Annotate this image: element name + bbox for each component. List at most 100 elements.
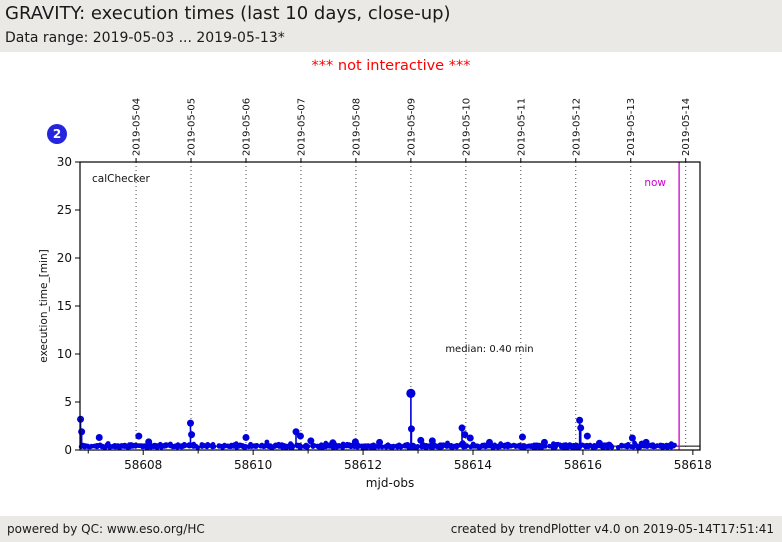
spike-point <box>628 434 636 442</box>
data-point <box>641 443 647 449</box>
x-tick-label: 58616 <box>564 458 602 472</box>
data-point <box>459 441 464 446</box>
data-point <box>145 445 151 451</box>
data-point <box>168 442 174 447</box>
data-point <box>159 444 164 450</box>
x-tick-label: 58610 <box>234 458 272 472</box>
spike-point <box>78 428 86 436</box>
y-tick-label: 25 <box>57 203 72 217</box>
data-point <box>87 444 93 450</box>
not-interactive-banner: *** not interactive *** <box>311 58 471 74</box>
data-point <box>273 443 279 449</box>
data-point <box>423 443 429 448</box>
data-point <box>587 442 593 448</box>
data-point <box>281 443 287 448</box>
data-point <box>376 444 381 450</box>
data-point <box>100 444 105 449</box>
data-point <box>355 442 361 448</box>
x-tick-label: 58608 <box>124 458 162 472</box>
data-point <box>406 443 412 448</box>
spike-point <box>186 419 194 427</box>
data-point <box>210 442 216 447</box>
top-date-label: 2019-05-13 <box>626 98 637 156</box>
top-date-label: 2019-05-04 <box>132 98 143 156</box>
data-point <box>151 443 156 449</box>
top-date-label: 2019-05-07 <box>296 98 307 156</box>
top-date-label: 2019-05-06 <box>241 98 252 156</box>
data-point <box>82 444 88 450</box>
footer-bar: powered by QC: www.eso.org/HC created by… <box>0 516 782 542</box>
data-point <box>557 442 563 448</box>
top-date-label: 2019-05-11 <box>516 98 527 156</box>
data-point <box>454 444 460 450</box>
data-point <box>632 440 637 446</box>
spike-point <box>296 432 304 440</box>
scatter-band <box>78 439 677 451</box>
data-point <box>340 441 346 447</box>
spike-point <box>576 416 584 424</box>
data-point <box>326 442 332 448</box>
data-point <box>623 443 629 449</box>
data-point <box>638 444 643 449</box>
data-point <box>276 443 282 449</box>
header-bar: GRAVITY: execution times (last 10 days, … <box>0 0 782 52</box>
data-point <box>240 443 246 449</box>
data-point <box>140 444 146 450</box>
spike-point <box>461 431 469 439</box>
data-point <box>229 442 234 448</box>
data-point <box>619 443 625 449</box>
data-point <box>534 443 539 448</box>
y-tick-label: 5 <box>64 395 72 409</box>
data-point <box>94 443 100 448</box>
data-point <box>222 443 228 449</box>
x-tick-label: 58614 <box>454 458 492 472</box>
data-point <box>112 443 118 448</box>
spike-point <box>406 388 416 398</box>
data-point <box>348 444 353 449</box>
spike-point <box>95 434 103 442</box>
data-point <box>420 443 426 448</box>
data-point <box>216 443 222 448</box>
data-point <box>597 443 602 449</box>
data-point <box>331 442 337 447</box>
median-label: median: 0.40 min <box>445 344 533 355</box>
x-tick-label: 58612 <box>344 458 382 472</box>
data-range-subtitle: Data range: 2019-05-03 ... 2019-05-13* <box>5 30 285 46</box>
data-point <box>368 445 374 450</box>
data-point <box>379 444 385 450</box>
data-point <box>540 443 545 448</box>
series-label: calChecker <box>92 173 151 185</box>
data-point <box>528 444 534 449</box>
data-point <box>572 443 577 449</box>
spike-point <box>242 434 250 442</box>
plot-number-badge[interactable]: 2 <box>47 124 67 144</box>
top-date-label: 2019-05-10 <box>461 98 472 156</box>
top-date-label: 2019-05-09 <box>406 98 417 156</box>
data-point <box>163 443 169 449</box>
spike-point <box>417 436 425 444</box>
y-tick-label: 30 <box>57 155 72 169</box>
data-point <box>593 444 599 450</box>
footer-created-by: created by trendPlotter v4.0 on 2019-05-… <box>450 522 774 536</box>
data-point <box>335 443 341 448</box>
data-point <box>311 443 317 448</box>
spike-point <box>188 431 196 439</box>
data-point <box>490 443 496 449</box>
data-point <box>186 442 192 448</box>
data-point <box>248 443 254 448</box>
data-point <box>501 443 507 448</box>
data-point <box>415 444 421 450</box>
data-point <box>480 443 486 449</box>
data-point <box>553 444 558 450</box>
spike-point <box>376 438 384 446</box>
data-point <box>172 444 178 450</box>
data-point <box>179 443 184 449</box>
spike-point <box>583 432 591 440</box>
data-point <box>463 444 469 450</box>
y-tick-label: 10 <box>57 347 72 361</box>
data-point <box>439 444 445 450</box>
data-point <box>122 444 128 449</box>
data-point <box>434 444 439 449</box>
data-point <box>512 443 518 448</box>
